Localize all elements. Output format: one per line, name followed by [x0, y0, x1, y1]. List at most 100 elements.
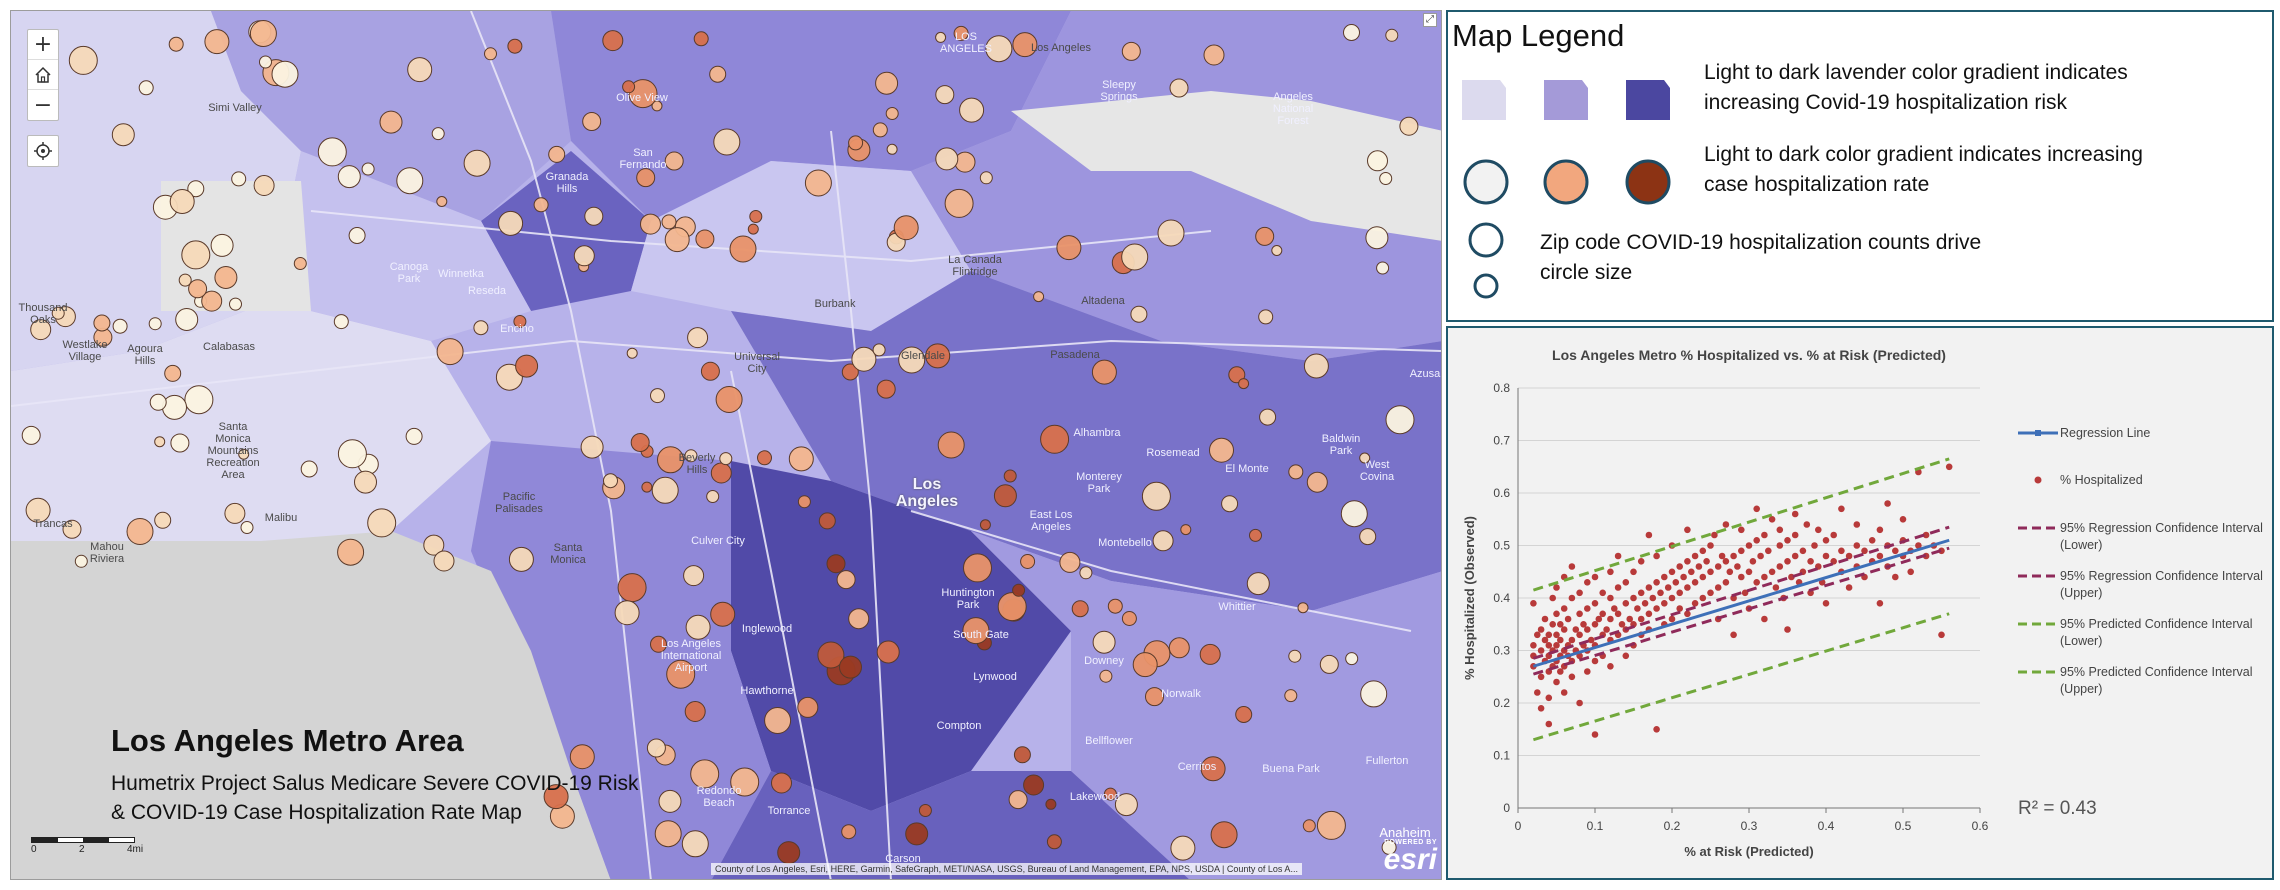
hospitalization-circle[interactable] [164, 364, 182, 382]
hospitalization-circle[interactable] [1012, 32, 1038, 58]
hospitalization-circle[interactable] [885, 107, 899, 120]
hospitalization-circle[interactable] [1168, 637, 1190, 659]
hospitalization-circle[interactable] [954, 151, 976, 173]
hospitalization-circle[interactable] [683, 565, 705, 587]
hospitalization-circle[interactable] [229, 297, 242, 311]
hospitalization-circle[interactable] [630, 433, 650, 452]
hospitalization-circle[interactable] [905, 822, 929, 846]
hospitalization-circle[interactable] [214, 266, 238, 289]
hospitalization-circle[interactable] [693, 31, 709, 47]
hospitalization-circle[interactable] [337, 165, 361, 189]
hospitalization-circle[interactable] [1091, 359, 1117, 385]
hospitalization-circle[interactable] [210, 233, 234, 257]
hospitalization-circle[interactable] [872, 122, 888, 138]
hospitalization-circle[interactable] [710, 601, 736, 627]
hospitalization-circle[interactable] [1210, 821, 1238, 849]
hospitalization-circle[interactable] [1121, 41, 1141, 61]
hospitalization-circle[interactable] [495, 363, 523, 391]
hospitalization-circle[interactable] [1255, 226, 1275, 246]
hospitalization-circle[interactable] [1071, 600, 1089, 618]
hospitalization-circle[interactable] [684, 701, 706, 722]
hospitalization-circle[interactable] [719, 452, 733, 466]
hospitalization-circle[interactable] [848, 135, 864, 151]
hospitalization-circle[interactable] [640, 213, 661, 235]
hospitalization-circle[interactable] [240, 521, 254, 534]
hospitalization-circle[interactable] [1235, 706, 1253, 723]
hospitalization-circle[interactable] [935, 147, 959, 171]
hospitalization-circle[interactable] [757, 450, 772, 466]
hospitalization-circle[interactable] [715, 386, 743, 413]
hospitalization-circle[interactable] [293, 257, 307, 270]
hospitalization-circle[interactable] [836, 570, 856, 590]
hospitalization-circle[interactable] [747, 223, 759, 235]
hospitalization-circle[interactable] [622, 80, 636, 94]
hospitalization-circle[interactable] [872, 343, 886, 357]
hospitalization-circle[interactable] [21, 425, 41, 445]
hospitalization-circle[interactable] [1284, 689, 1298, 703]
locate-button[interactable] [27, 135, 59, 167]
hospitalization-circle[interactable] [935, 85, 955, 105]
hospitalization-circle[interactable] [1046, 834, 1062, 850]
hospitalization-circle[interactable] [1297, 602, 1309, 614]
hospitalization-circle[interactable] [1092, 630, 1116, 654]
hospitalization-circle[interactable] [1340, 500, 1368, 528]
hospitalization-circle[interactable] [354, 470, 377, 494]
hospitalization-circle[interactable] [651, 476, 679, 504]
hospitalization-circle[interactable] [818, 512, 836, 530]
hospitalization-circle[interactable] [1360, 680, 1388, 708]
hospitalization-circle[interactable] [178, 273, 192, 287]
hospitalization-circle[interactable] [876, 379, 896, 399]
hospitalization-circle[interactable] [1259, 408, 1277, 426]
hospitalization-circle[interactable] [646, 738, 666, 758]
map-attribution[interactable]: County of Los Angeles, Esri, HERE, Garmi… [711, 863, 1302, 875]
hospitalization-circle[interactable] [1399, 116, 1419, 136]
hospitalization-circle[interactable] [602, 30, 624, 52]
map-canvas[interactable] [11, 11, 1442, 880]
hospitalization-circle[interactable] [985, 35, 1013, 63]
hospitalization-circle[interactable] [841, 363, 859, 381]
hospitalization-circle[interactable] [1359, 452, 1371, 464]
hospitalization-circle[interactable] [238, 448, 250, 460]
hospitalization-circle[interactable] [1221, 495, 1239, 513]
hospitalization-circle[interactable] [997, 592, 1027, 622]
hospitalization-circle[interactable] [1121, 611, 1137, 626]
hospitalization-circle[interactable] [1170, 835, 1196, 861]
hospitalization-circle[interactable] [626, 347, 638, 359]
hospitalization-circle[interactable] [1376, 261, 1390, 275]
hospitalization-circle[interactable] [1130, 305, 1148, 323]
hospitalization-circle[interactable] [925, 343, 951, 369]
hospitalization-circle[interactable] [876, 640, 900, 664]
hospitalization-circle[interactable] [253, 175, 275, 196]
hospitalization-circle[interactable] [337, 439, 367, 469]
hospitalization-circle[interactable] [1013, 746, 1031, 764]
hospitalization-circle[interactable] [1169, 78, 1189, 98]
hospitalization-circle[interactable] [1271, 245, 1283, 256]
hospitalization-circle[interactable] [407, 57, 433, 83]
hospitalization-circle[interactable] [162, 394, 187, 420]
hospitalization-circle[interactable] [204, 29, 230, 55]
hospitalization-circle[interactable] [730, 767, 760, 797]
hospitalization-circle[interactable] [654, 820, 682, 848]
hospitalization-circle[interactable] [1099, 669, 1113, 683]
hospitalization-circle[interactable] [1302, 819, 1316, 833]
hospitalization-circle[interactable] [979, 519, 991, 531]
hospitalization-circle[interactable] [1359, 528, 1377, 546]
hospitalization-circle[interactable] [839, 655, 862, 679]
hospitalization-circle[interactable] [729, 235, 757, 263]
hospitalization-circle[interactable] [1114, 793, 1138, 817]
hospitalization-circle[interactable] [788, 446, 814, 472]
hospitalization-circle[interactable] [154, 511, 172, 529]
hospitalization-circle[interactable] [657, 446, 684, 474]
hospitalization-circle[interactable] [224, 502, 246, 524]
hospitalization-circle[interactable] [423, 534, 445, 556]
hospitalization-circle[interactable] [1288, 464, 1304, 480]
hospitalization-circle[interactable] [706, 490, 720, 503]
hospitalization-circle[interactable] [817, 641, 845, 669]
hospitalization-circle[interactable] [1045, 798, 1057, 810]
hospitalization-circle[interactable] [184, 385, 214, 415]
home-button[interactable] [28, 60, 58, 90]
hospitalization-circle[interactable] [1365, 226, 1389, 250]
hospitalization-circle[interactable] [1012, 583, 1026, 597]
hospitalization-circle[interactable] [436, 338, 464, 366]
hospitalization-circle[interactable] [1121, 243, 1149, 271]
